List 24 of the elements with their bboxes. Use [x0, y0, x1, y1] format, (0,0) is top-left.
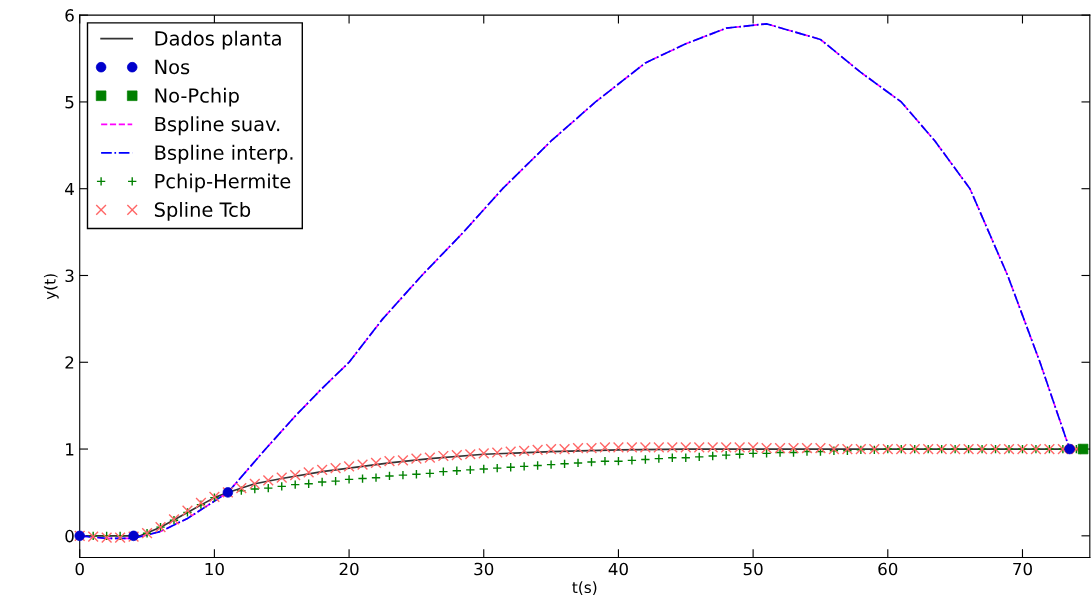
legend-label: Dados planta: [155, 30, 281, 50]
x-tick-label: 60: [878, 562, 898, 576]
x-tick-label: 70: [1013, 562, 1032, 576]
legend-label: Bspline interp.: [155, 144, 293, 164]
y-axis-title: y(t): [43, 274, 59, 300]
y-tick-label: 5: [65, 96, 74, 109]
x-axis-title: t(s): [572, 581, 597, 595]
y-tick-label: 0: [65, 529, 74, 543]
legend-label: Pchip-Hermite: [155, 173, 291, 193]
legend-label: Bspline suav.: [155, 116, 280, 136]
x-tick-label: 10: [205, 562, 224, 576]
x-tick-label: 40: [608, 562, 628, 576]
y-tick-label: 2: [65, 356, 74, 369]
legend-label: Nos: [155, 59, 190, 75]
x-tick-label: 0: [75, 562, 84, 576]
y-tick-label: 3: [65, 269, 74, 283]
legend-label: Spline Tcb: [154, 201, 251, 221]
y-tick-label: 6: [65, 9, 74, 22]
y-tick-label: 4: [65, 182, 74, 196]
legend-label: No-Pchip: [155, 87, 239, 107]
x-tick-label: 20: [339, 562, 359, 576]
y-tick-label: 1: [66, 443, 74, 456]
x-tick-label: 50: [743, 562, 763, 576]
x-tick-label: 30: [474, 562, 494, 576]
